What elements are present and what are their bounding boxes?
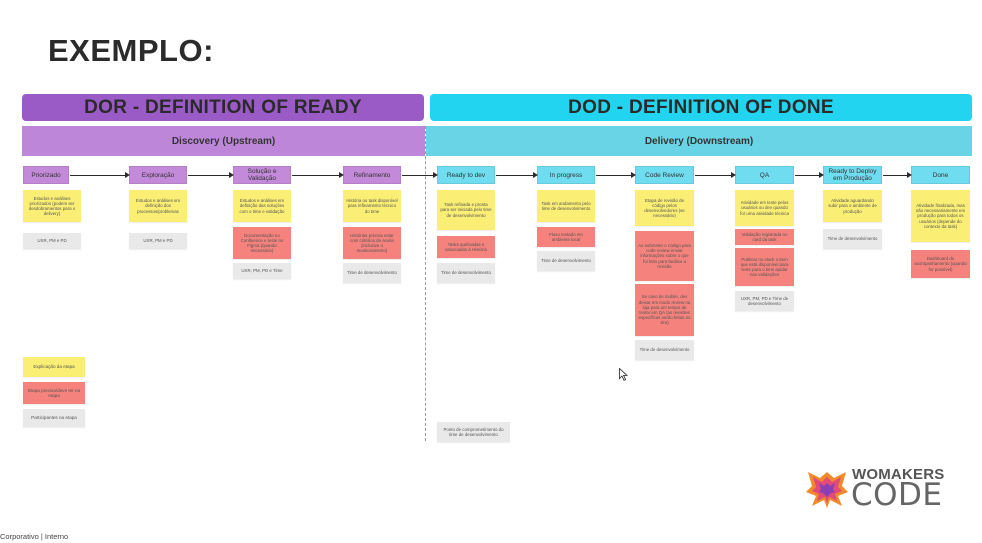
note-qa-explanation: Atividade em teste pelos usuários ou dev… — [735, 190, 794, 226]
legend-yellow: Explicação da etapa — [23, 357, 85, 377]
note-progress-participants: Time de desenvolvimento — [537, 251, 595, 271]
dod-banner: DOD - DEFINITION OF DONE — [430, 94, 972, 121]
stage-exploracao: Exploração — [129, 166, 187, 184]
logo-text-code: CODE — [851, 477, 943, 513]
stage-refinamento: Refinamento — [343, 166, 401, 184]
note-solucao-explanation: Estudos e análises em definição das solu… — [233, 190, 291, 222]
note-refinamento-explanation: História ou task disponível para refinam… — [343, 190, 401, 222]
note-done-explanation: Atividade finalizada, mas não necessaria… — [911, 190, 970, 242]
phase-discovery: Discovery (Upstream) — [22, 126, 425, 156]
note-priorizado-participants: UXR, PM e PD — [23, 233, 81, 249]
flow-arrow — [795, 172, 824, 179]
note-done-requirement: Dashboard de acompanhamento (quando for … — [911, 250, 970, 278]
note-qa-participants: UXR, PM, PD e Time de desenvolvimento — [735, 291, 794, 311]
flow-arrow — [695, 172, 736, 179]
note-review-requirement-2: Se caso de mobile, dev deixar em modo re… — [635, 284, 694, 336]
flow-arrow — [188, 172, 234, 179]
note-refinamento-participants: Time de desenvolvimento — [343, 263, 401, 283]
dor-banner: DOR - DEFINITION OF READY — [22, 94, 424, 121]
logo-text-womakers: WOMAKERS — [852, 466, 945, 483]
note-review-requirement-1: Ao submeter o código para code review en… — [635, 231, 694, 281]
mouse-cursor-icon — [619, 368, 628, 381]
stage-in-progress: In progress — [537, 166, 595, 184]
stage-code-review: Code Review — [635, 166, 694, 184]
note-exploracao-participants: UXR, PM e PD — [129, 233, 187, 249]
footer-classification: Corporativo | Interno — [0, 532, 69, 541]
womakers-logo-icon — [806, 472, 848, 508]
stage-solucao: Solução e Validação — [233, 166, 291, 184]
note-deploy-participants: Time de desenvolvimento — [823, 229, 882, 249]
stage-ready-to-dev: Ready to dev — [437, 166, 495, 184]
slide-title: EXEMPLO: — [48, 33, 214, 68]
note-priorizado-explanation: Estudos e análises priorizados (podem se… — [23, 190, 81, 222]
note-qa-requirement-1: Validação registrada no card da task — [735, 229, 794, 245]
phase-delivery: Delivery (Downstream) — [426, 126, 972, 156]
note-progress-explanation: Task em andamento pelo time de desenvolv… — [537, 190, 595, 222]
note-ready-requirement: Tasks quebradas e associadas à História — [437, 236, 495, 258]
commitment-divider — [425, 126, 426, 441]
note-review-participants: Time de desenvolvimento — [635, 340, 694, 360]
stage-done: Done — [911, 166, 970, 184]
stage-qa: QA — [735, 166, 794, 184]
stage-priorizado: Priorizado — [23, 166, 69, 184]
legend-gray: Participantes na etapa — [23, 409, 85, 427]
note-deploy-explanation: Atividade aguardando subir para o ambien… — [823, 190, 882, 222]
flow-arrow — [596, 172, 636, 179]
note-ready-explanation: Task refinada e pronta para ser iniciada… — [437, 190, 495, 230]
legend-red: Etapa precisa/deve ter na etapa — [23, 382, 85, 404]
note-qa-requirement-2: Publicar no slack o item que está dispon… — [735, 248, 794, 286]
note-exploracao-explanation: Estudos e análises em definição dos proc… — [129, 190, 187, 222]
note-ready-participants: Time de desenvolvimento — [437, 263, 495, 283]
flow-arrow — [292, 172, 344, 179]
flow-arrow — [496, 172, 538, 179]
note-solucao-requirement: Documentação no Confluence e teste no Fi… — [233, 227, 291, 259]
flow-arrow — [883, 172, 912, 179]
flow-arrow — [70, 172, 130, 179]
note-solucao-participants: UXR, PM, PD e Time — [233, 263, 291, 279]
note-progress-requirement: Fluxo testado em ambiente local — [537, 227, 595, 247]
stage-ready-to-deploy: Ready to Deploy em Produção — [823, 166, 882, 184]
note-review-explanation: Etapa de revisão de código pelos desenvo… — [635, 190, 694, 226]
note-refinamento-requirement: Histórias precisa estar com critérios de… — [343, 227, 401, 259]
flow-arrow — [402, 172, 438, 179]
commitment-note: Ponto de comprometimento do time de dese… — [437, 422, 510, 442]
